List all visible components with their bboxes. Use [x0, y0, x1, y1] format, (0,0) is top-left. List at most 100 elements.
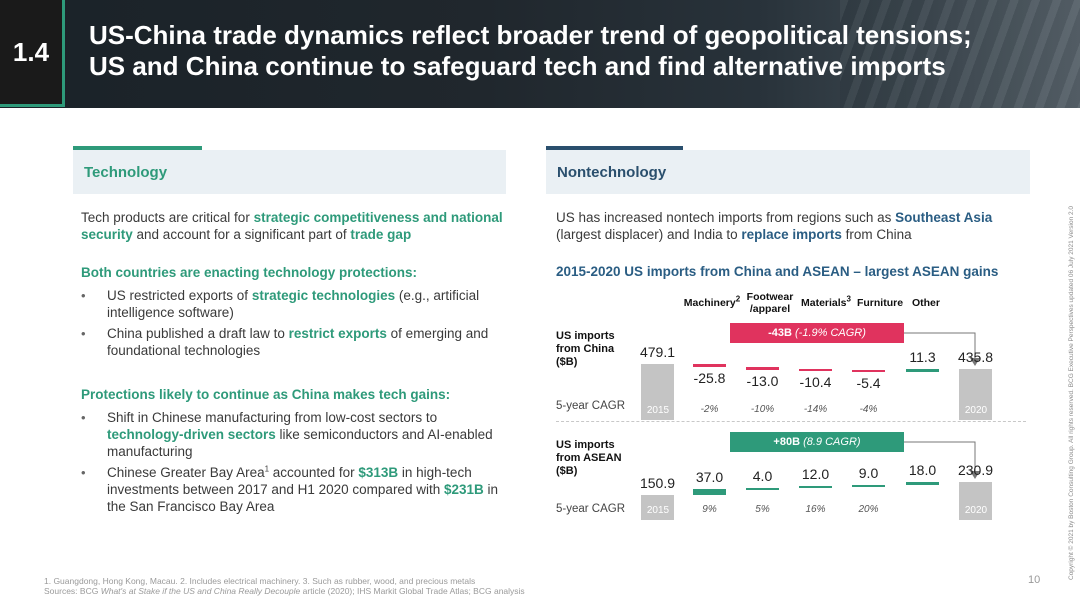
- chart-bar: [959, 369, 992, 420]
- asean-cagr-label: 5-year CAGR: [556, 503, 626, 515]
- data-label: 11.3: [909, 349, 936, 366]
- intro-text: Tech products are critical for: [81, 210, 254, 225]
- intro-text: (largest displacer) and India to: [556, 227, 742, 242]
- bullet-highlight: technology-driven sectors: [107, 427, 276, 442]
- sources-suffix: article (2020); IHS Markit Global Trade …: [300, 586, 525, 596]
- bullet-text: in high-tech investments between 2017 an…: [107, 465, 472, 497]
- year-label: 2020: [964, 405, 988, 416]
- cagr-value: -2%: [700, 404, 719, 415]
- sources-title: What's at Stake if the US and China Real…: [100, 586, 301, 596]
- bullet-text: in the San Francisco Bay Area: [107, 482, 499, 514]
- bullet-highlight: $313B: [358, 465, 399, 480]
- chart-bar: [906, 482, 939, 485]
- cagr-value: -4%: [859, 404, 878, 415]
- chart-bar: [959, 482, 992, 520]
- year-label: 2015: [646, 505, 670, 516]
- asean-callout-arrowhead: [970, 471, 980, 479]
- row-label-line: US imports: [556, 330, 615, 342]
- bullet-text: like semiconductors and AI-enabled manuf…: [107, 427, 493, 459]
- nontechnology-heading: Nontechnology: [557, 164, 667, 181]
- chart-bar: [906, 369, 939, 372]
- cagr-value: -14%: [803, 404, 828, 415]
- data-label: 435.8: [957, 349, 994, 366]
- bullet-text: China published a draft law to: [107, 326, 289, 341]
- technology-heading: Technology: [84, 164, 168, 181]
- header-background-image: [840, 0, 1080, 108]
- sources-prefix: Sources: BCG: [44, 586, 101, 596]
- chart-bar: [641, 495, 674, 520]
- callout-value: -43B: [768, 327, 792, 339]
- chart-bar: [693, 489, 726, 496]
- asean-row-label: US imports from ASEAN ($B): [556, 439, 622, 478]
- cagr-value: 16%: [805, 504, 826, 515]
- footnote-marker: 1: [264, 464, 270, 474]
- sources-text: Sources: BCG What's at Stake if the US a…: [44, 586, 525, 596]
- data-label: 150.9: [639, 475, 676, 492]
- footnote-marker: 2: [735, 294, 741, 304]
- year-label: 2015: [646, 405, 670, 416]
- cagr-value: -10%: [750, 404, 775, 415]
- row-label-line: ($B): [556, 465, 578, 477]
- data-label: 9.0: [858, 464, 879, 481]
- china-cagr-label: 5-year CAGR: [556, 400, 626, 412]
- year-label: 2020: [964, 505, 988, 516]
- tech-protections-heading: Both countries are enacting technology p…: [81, 265, 418, 280]
- bullet-text: of emerging and foundational technologie…: [107, 326, 489, 358]
- data-label: 37.0: [695, 469, 724, 486]
- data-label: -10.4: [799, 374, 832, 391]
- nontechnology-accent-bar: [546, 146, 683, 150]
- category-label-materials: Materials3: [796, 294, 856, 309]
- bullet-text: US restricted exports of: [107, 288, 252, 303]
- footnotes: 1. Guangdong, Hong Kong, Macau. 2. Inclu…: [44, 576, 525, 596]
- list-item: US restricted exports of strategic techn…: [81, 287, 506, 321]
- chart-bar: [852, 369, 885, 373]
- data-label: -25.8: [693, 370, 726, 387]
- cagr-value: 9%: [702, 504, 717, 515]
- chart-title: 2015-2020 US imports from China and ASEA…: [556, 264, 999, 279]
- intro-text: from China: [841, 227, 912, 242]
- chart-bar: [746, 488, 779, 491]
- data-label: 18.0: [908, 462, 937, 478]
- chart-bar: [746, 367, 779, 370]
- category-label-other: Other: [911, 297, 940, 309]
- china-row-label: US imports from China ($B): [556, 330, 615, 369]
- chart-bar: [852, 484, 885, 487]
- page-title-line2: US and China continue to safeguard tech …: [89, 51, 946, 81]
- tech-protections-list: US restricted exports of strategic techn…: [81, 287, 506, 363]
- page-title-line1: US-China trade dynamics reflect broader …: [89, 20, 972, 50]
- technology-panel-header: Technology: [73, 146, 506, 194]
- row-label-line: from China: [556, 343, 615, 355]
- bullet-text: (e.g., artificial intelligence software): [107, 288, 480, 320]
- china-callout-arrow-line: [904, 332, 976, 361]
- row-label-line: from ASEAN: [556, 452, 622, 464]
- category-text: /apparel: [749, 303, 791, 315]
- page-number: 10: [1028, 574, 1041, 586]
- row-label-line: US imports: [556, 439, 615, 451]
- technology-accent-bar: [73, 146, 202, 150]
- intro-highlight: strategic competitiveness and national s…: [81, 210, 503, 242]
- bullet-highlight: $231B: [443, 482, 484, 497]
- list-item: China published a draft law to restrict …: [81, 325, 506, 359]
- row-separator: [556, 421, 1026, 422]
- cagr-value: 5%: [755, 504, 770, 515]
- category-label-furniture: Furniture: [856, 297, 904, 309]
- china-callout-arrowhead: [970, 358, 980, 366]
- callout-cagr: (8.9 CAGR): [803, 436, 861, 448]
- chart-bar: [799, 368, 832, 372]
- nontechnology-intro: US has increased nontech imports from re…: [556, 209, 1026, 243]
- footnote-marker: 3: [846, 294, 851, 304]
- intro-highlight: trade gap: [350, 227, 412, 242]
- list-item: Chinese Greater Bay Area1 accounted for …: [81, 464, 506, 515]
- category-text: Footwear: [746, 291, 794, 303]
- header-banner: 1.4 US-China trade dynamics reflect broa…: [0, 0, 1080, 108]
- tech-gains-heading: Protections likely to continue as China …: [81, 387, 451, 402]
- bullet-text: Shift in Chinese manufacturing from low-…: [107, 410, 438, 425]
- callout-value: +80B: [773, 436, 801, 448]
- bullet-highlight: restrict exports: [288, 326, 387, 341]
- category-text: Machinery: [683, 297, 736, 309]
- footnote-text: 1. Guangdong, Hong Kong, Macau. 2. Inclu…: [44, 576, 476, 586]
- data-label: 230.9: [957, 462, 994, 478]
- category-label-machinery: Machinery2: [682, 294, 742, 309]
- bullet-text: Chinese Greater Bay Area: [107, 465, 265, 480]
